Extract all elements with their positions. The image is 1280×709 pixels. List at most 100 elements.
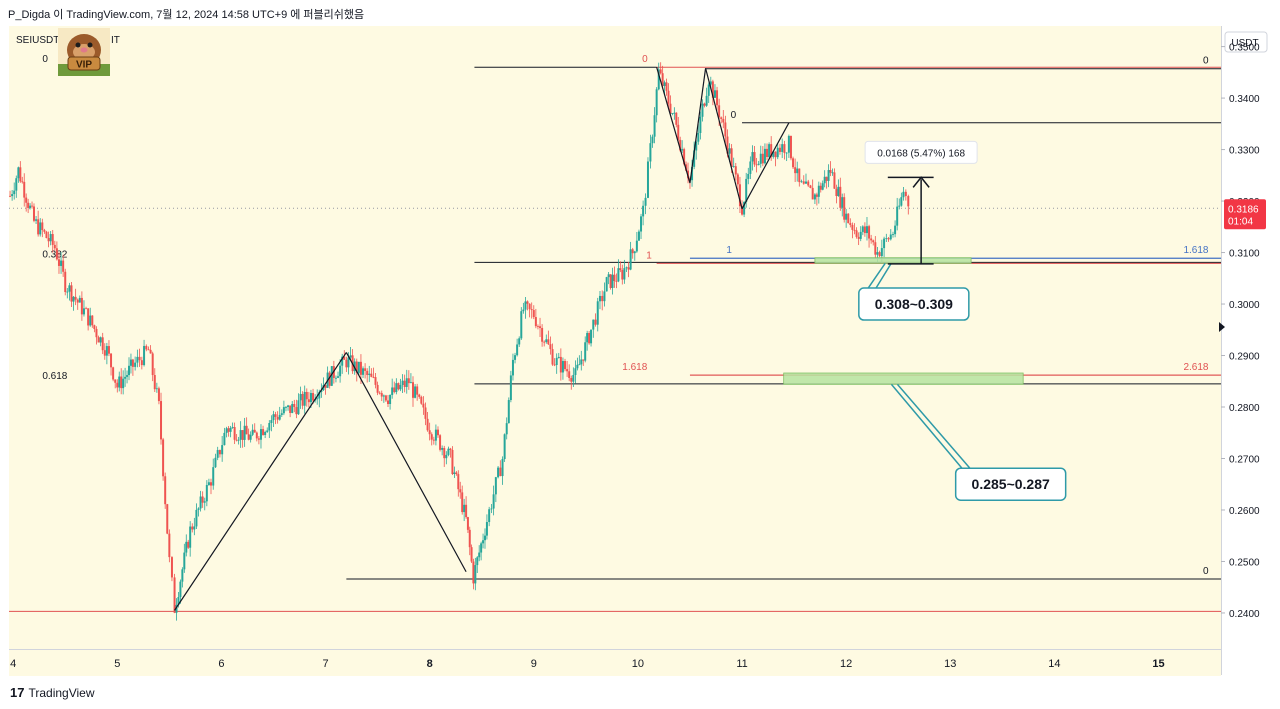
- candle-body: [800, 181, 803, 183]
- candle-body: [116, 382, 119, 388]
- support-zone: [783, 372, 1024, 385]
- candle-body: [522, 309, 525, 312]
- candle-body: [815, 194, 818, 197]
- candle-body: [420, 396, 423, 404]
- candle-body: [151, 353, 154, 376]
- fib-level-label: 0: [1203, 56, 1209, 67]
- candle-body: [293, 403, 296, 408]
- candle-countdown-label: 01:04: [1228, 216, 1253, 227]
- candle-body: [902, 191, 905, 198]
- candle-body: [424, 407, 427, 419]
- candle-body: [181, 569, 184, 582]
- y-tick-label: 0.2400: [1229, 609, 1260, 620]
- fib-level-label: 0.382: [42, 249, 67, 260]
- candle-body: [443, 447, 446, 459]
- candle-body: [32, 206, 35, 221]
- candle-body: [615, 280, 618, 282]
- candle-body: [305, 391, 308, 400]
- x-tick-label: 12: [840, 658, 852, 670]
- candle-body: [507, 400, 510, 424]
- candle-body: [291, 403, 294, 413]
- trend-line: [174, 352, 347, 611]
- candle-body: [876, 252, 879, 255]
- fib-level-label: 1: [726, 245, 732, 256]
- candle-body: [671, 113, 674, 115]
- candle-body: [770, 144, 773, 157]
- candle-body: [724, 122, 727, 137]
- candle-body: [594, 319, 597, 325]
- zone-callout-label: 0.308~0.309: [875, 296, 953, 312]
- time-axis[interactable]: [9, 649, 1221, 676]
- candle-body: [107, 346, 110, 354]
- candle-body: [825, 176, 828, 181]
- candle-body: [312, 393, 315, 401]
- candle-body: [295, 407, 298, 415]
- candle-body: [101, 337, 104, 351]
- candle-body: [318, 391, 321, 399]
- candle-body: [547, 339, 550, 345]
- candle-body: [631, 249, 634, 254]
- currency-box: [1224, 31, 1268, 53]
- candle-body: [307, 399, 310, 403]
- candle-body: [229, 427, 232, 432]
- candle-body: [499, 467, 502, 477]
- price-axis[interactable]: [1221, 26, 1274, 675]
- fib-level-label: 2.618: [1183, 362, 1208, 373]
- candle-body: [451, 449, 454, 474]
- vip-badge-text: VIP: [76, 60, 92, 71]
- candle-body: [865, 226, 868, 234]
- candle-body: [274, 414, 277, 417]
- candle-body: [751, 152, 754, 162]
- candle-body: [278, 414, 281, 420]
- candle-body: [455, 472, 458, 475]
- candle-body: [303, 391, 306, 406]
- y-tick-label: 0.3300: [1229, 146, 1260, 157]
- candle-body: [170, 557, 173, 578]
- candle-body: [353, 361, 356, 372]
- candle-body: [753, 152, 756, 165]
- candle-body: [301, 393, 304, 406]
- candle-body: [766, 148, 769, 157]
- candle-body: [640, 216, 643, 232]
- candle-body: [536, 326, 539, 327]
- candle-body: [669, 103, 672, 114]
- candle-body: [23, 181, 26, 198]
- x-tick-label: 4: [10, 658, 16, 670]
- candle-body: [861, 226, 864, 232]
- candle-body: [870, 238, 873, 241]
- candle-body: [439, 435, 442, 450]
- candle-body: [545, 339, 548, 343]
- candle-body: [711, 81, 714, 98]
- symbol-label[interactable]: SEIUSDT: [16, 35, 60, 46]
- candle-body: [126, 375, 129, 377]
- candle-body: [362, 368, 365, 375]
- candle-body: [231, 427, 234, 428]
- candle-body: [789, 135, 792, 159]
- candle-body: [511, 359, 514, 376]
- callout-pointer: [890, 383, 965, 471]
- plot-area[interactable]: [9, 26, 1221, 649]
- candle-body: [401, 380, 404, 385]
- zone-callout-label: 0.285~0.287: [972, 476, 1050, 492]
- candle-body: [68, 285, 71, 292]
- candle-body: [39, 222, 42, 235]
- candle-body: [391, 387, 394, 395]
- candle-body: [414, 386, 417, 398]
- candle-body: [27, 202, 30, 208]
- candle-body: [105, 346, 108, 356]
- candle-body: [309, 393, 312, 403]
- tradingview-logo[interactable]: 17 TradingView: [10, 685, 95, 700]
- candle-body: [233, 427, 236, 440]
- candle-body: [588, 333, 591, 344]
- candle-body: [157, 388, 160, 402]
- x-tick-label: 11: [736, 658, 747, 670]
- currency-label: USDT: [1231, 38, 1258, 49]
- candle-body: [809, 185, 812, 188]
- candle-body: [416, 386, 419, 395]
- candle-body: [637, 231, 640, 241]
- candle-body: [218, 450, 221, 455]
- candle-body: [155, 388, 158, 390]
- candle-body: [255, 432, 258, 439]
- candle-body: [570, 377, 573, 382]
